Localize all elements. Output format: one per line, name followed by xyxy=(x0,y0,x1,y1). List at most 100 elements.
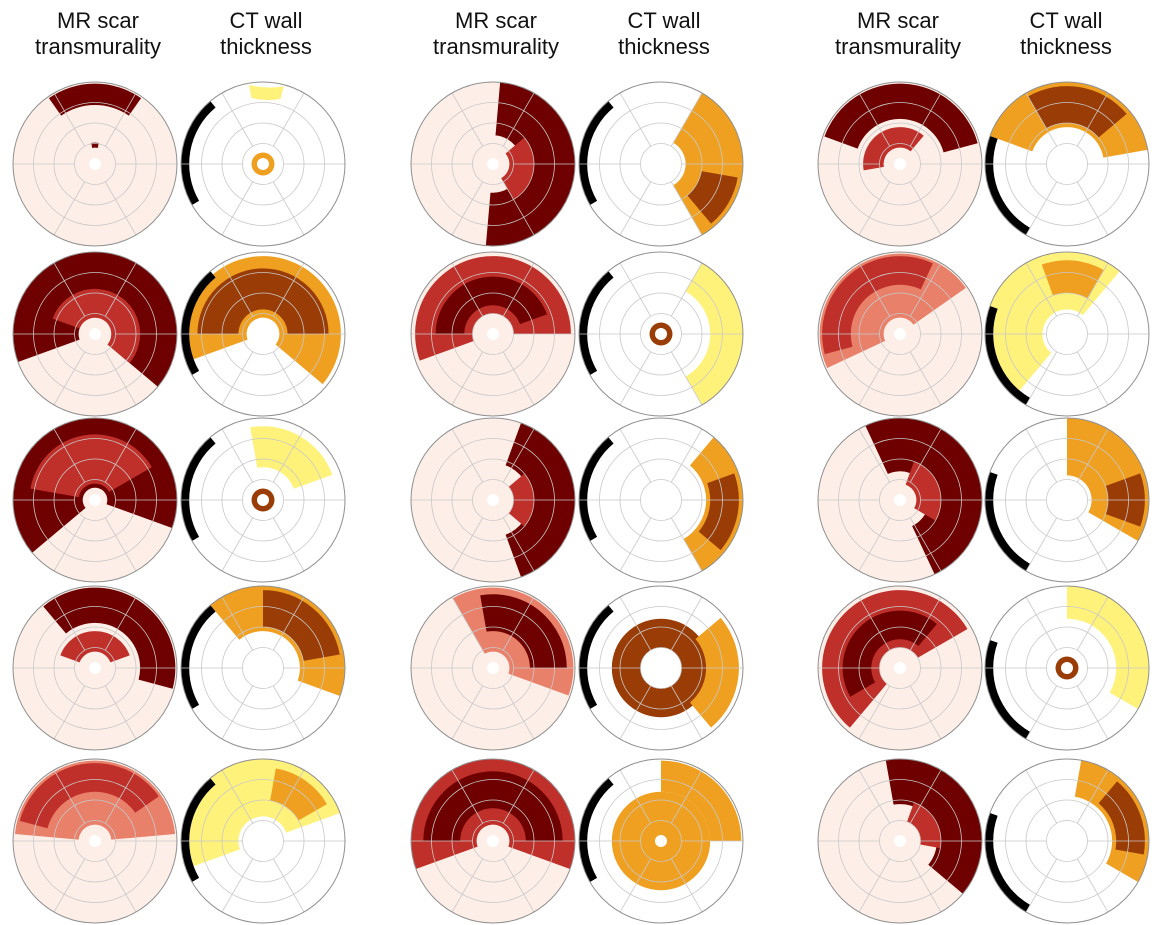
ct-thickness-plot-10 xyxy=(578,758,744,924)
wall-thickness-region xyxy=(985,471,1031,572)
grid-spoke xyxy=(53,517,86,572)
wall-thickness-region xyxy=(181,778,216,882)
wall-thickness-region xyxy=(698,473,739,551)
grid-spoke xyxy=(1025,769,1058,824)
scar-region xyxy=(865,418,982,575)
grid-spoke xyxy=(619,428,652,483)
grid-spoke xyxy=(502,428,535,483)
wall-thickness-region xyxy=(181,437,216,541)
plot-outline xyxy=(12,81,178,247)
mr-scar-plot-12 xyxy=(817,251,983,417)
wall-thickness-region xyxy=(985,812,1031,913)
grid-spoke xyxy=(858,517,891,572)
column-header-ct-2: CT wall thickness xyxy=(579,8,749,60)
grid-spoke xyxy=(909,858,942,913)
grid-spoke xyxy=(670,685,703,740)
wall-thickness-region xyxy=(250,426,333,489)
apex-marker xyxy=(487,328,499,340)
scar-region xyxy=(824,83,978,153)
grid-spoke xyxy=(451,769,484,824)
grid-spoke xyxy=(502,596,535,651)
grid-spoke xyxy=(670,92,703,147)
grid-spoke xyxy=(451,92,484,147)
scar-region xyxy=(905,461,941,521)
mr-scar-plot-5 xyxy=(12,758,178,924)
wall-thickness-region xyxy=(181,271,216,375)
plot-outline xyxy=(578,417,744,583)
grid-spoke xyxy=(1076,769,1109,824)
plot-outline xyxy=(12,251,178,417)
scar-region xyxy=(435,276,547,334)
grid-spoke xyxy=(272,858,305,913)
plot-outline xyxy=(578,585,744,751)
grid-spoke xyxy=(53,181,86,236)
grid-spoke xyxy=(619,517,652,572)
scar-region xyxy=(423,771,563,841)
mr-scar-plot-1 xyxy=(12,81,178,247)
plot-outline xyxy=(410,81,576,247)
grid-spoke xyxy=(1025,428,1058,483)
grid-spoke xyxy=(104,428,137,483)
grid-spoke xyxy=(221,517,254,572)
grid-spoke xyxy=(1076,517,1109,572)
apex-marker xyxy=(1061,835,1073,847)
grid-spoke xyxy=(221,769,254,824)
apex-marker xyxy=(1061,158,1073,170)
column-header-mr-3: MR scar transmurality xyxy=(813,8,983,60)
grid-spoke xyxy=(619,92,652,147)
grid-spoke xyxy=(619,596,652,651)
scar-region xyxy=(30,434,152,498)
header-line-1: MR scar xyxy=(455,8,537,33)
plot-outline xyxy=(817,81,983,247)
grid-spoke xyxy=(1025,517,1058,572)
wall-thickness-region xyxy=(579,101,614,205)
grid-spoke xyxy=(451,351,484,406)
grid-spoke xyxy=(670,517,703,572)
plot-outline xyxy=(817,417,983,583)
apex-marker xyxy=(257,662,269,674)
plot-outline xyxy=(984,81,1150,247)
ct-thickness-plot-14 xyxy=(984,585,1150,751)
wall-thickness-region xyxy=(197,268,329,334)
grid-spoke xyxy=(104,181,137,236)
header-line-2: thickness xyxy=(220,34,312,59)
scar-region xyxy=(822,256,933,355)
grid-spoke xyxy=(619,262,652,317)
grid-spoke xyxy=(53,858,86,913)
grid-spoke xyxy=(858,262,891,317)
header-line-2: transmurality xyxy=(835,34,961,59)
plot-outline xyxy=(12,585,178,751)
header-line-1: MR scar xyxy=(857,8,939,33)
wall-thickness-region xyxy=(985,305,1031,406)
wall-thickness-region xyxy=(661,760,742,841)
grid-spoke xyxy=(502,685,535,740)
apex-marker xyxy=(257,494,269,506)
column-header-ct-1: CT wall thickness xyxy=(181,8,351,60)
wall-thickness-region xyxy=(181,605,216,709)
wall-thickness-region xyxy=(985,639,1031,740)
apex-marker xyxy=(894,494,906,506)
apex-marker xyxy=(894,158,906,170)
grid-spoke xyxy=(1025,685,1058,740)
grid-spoke xyxy=(502,517,535,572)
grid-spoke xyxy=(619,181,652,236)
ct-thickness-plot-15 xyxy=(984,758,1150,924)
grid-spoke xyxy=(221,262,254,317)
grid-spoke xyxy=(858,858,891,913)
grid-spoke xyxy=(670,262,703,317)
ct-thickness-plot-13 xyxy=(984,417,1150,583)
grid-spoke xyxy=(272,262,305,317)
mr-scar-plot-10 xyxy=(410,758,576,924)
grid-spoke xyxy=(272,181,305,236)
plot-outline xyxy=(984,585,1150,751)
apex-marker xyxy=(487,835,499,847)
grid-spoke xyxy=(104,262,137,317)
plot-outline xyxy=(410,585,576,751)
mr-scar-plot-7 xyxy=(410,251,576,417)
grid-spoke xyxy=(670,181,703,236)
grid-spoke xyxy=(1025,596,1058,651)
grid-spoke xyxy=(670,769,703,824)
grid-spoke xyxy=(221,351,254,406)
grid-spoke xyxy=(502,262,535,317)
